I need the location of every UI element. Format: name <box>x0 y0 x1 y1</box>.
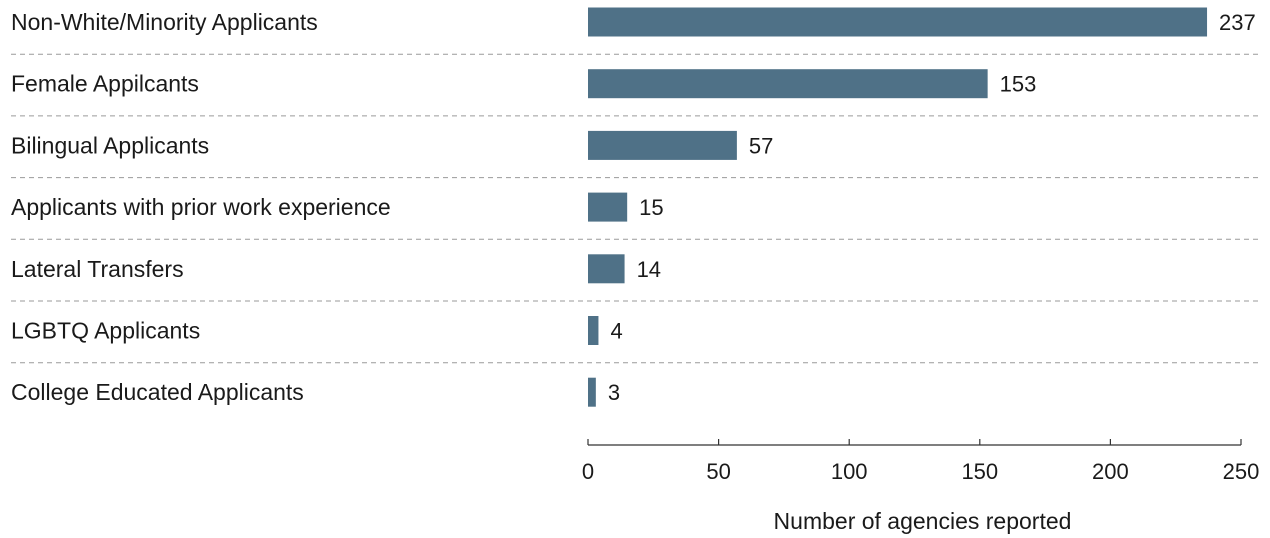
bar <box>588 130 737 160</box>
x-tick-label: 200 <box>1092 459 1129 484</box>
category-label: Non-White/Minority Applicants <box>11 9 318 35</box>
x-tick-label: 50 <box>706 459 730 484</box>
bar-row: LGBTQ Applicants 4 <box>11 316 1262 364</box>
bar-row: Lateral Transfers 14 <box>11 254 1262 302</box>
bar-row: Applicants with prior work experience 15 <box>11 192 1262 240</box>
bar <box>588 69 988 99</box>
category-label: College Educated Applicants <box>11 379 304 405</box>
bar <box>588 7 1208 37</box>
category-label: LGBTQ Applicants <box>11 318 200 344</box>
bar-row: Female Appilcants 153 <box>11 69 1262 117</box>
category-label: Bilingual Applicants <box>11 132 209 158</box>
category-label: Lateral Transfers <box>11 256 184 282</box>
bar <box>588 192 628 222</box>
bar <box>588 254 625 284</box>
chart-rows: Non-White/Minority Applicants 237 Female A… <box>11 7 1262 407</box>
x-tick-label: 250 <box>1223 459 1260 484</box>
x-tick-label: 100 <box>831 459 868 484</box>
bar-row: Bilingual Applicants 57 <box>11 130 1262 179</box>
data-label: 14 <box>637 257 661 282</box>
bar-row: Non-White/Minority Applicants 237 <box>11 7 1262 55</box>
x-axis-title: Number of agencies reported <box>774 508 1072 534</box>
x-axis: 0 50 100 150 200 250 <box>582 439 1259 484</box>
data-label: 153 <box>1000 72 1037 97</box>
category-label: Applicants with prior work experience <box>11 194 391 220</box>
x-tick-label: 150 <box>961 459 998 484</box>
data-label: 237 <box>1219 10 1256 35</box>
data-label: 57 <box>749 133 773 158</box>
bar-row: College Educated Applicants 3 <box>11 377 620 407</box>
bar <box>588 316 599 345</box>
data-label: 4 <box>610 319 622 344</box>
category-label: Female Appilcants <box>11 71 199 97</box>
bar <box>588 377 596 407</box>
data-label: 15 <box>639 195 663 220</box>
x-tick-label: 0 <box>582 459 594 484</box>
data-label: 3 <box>608 380 620 405</box>
